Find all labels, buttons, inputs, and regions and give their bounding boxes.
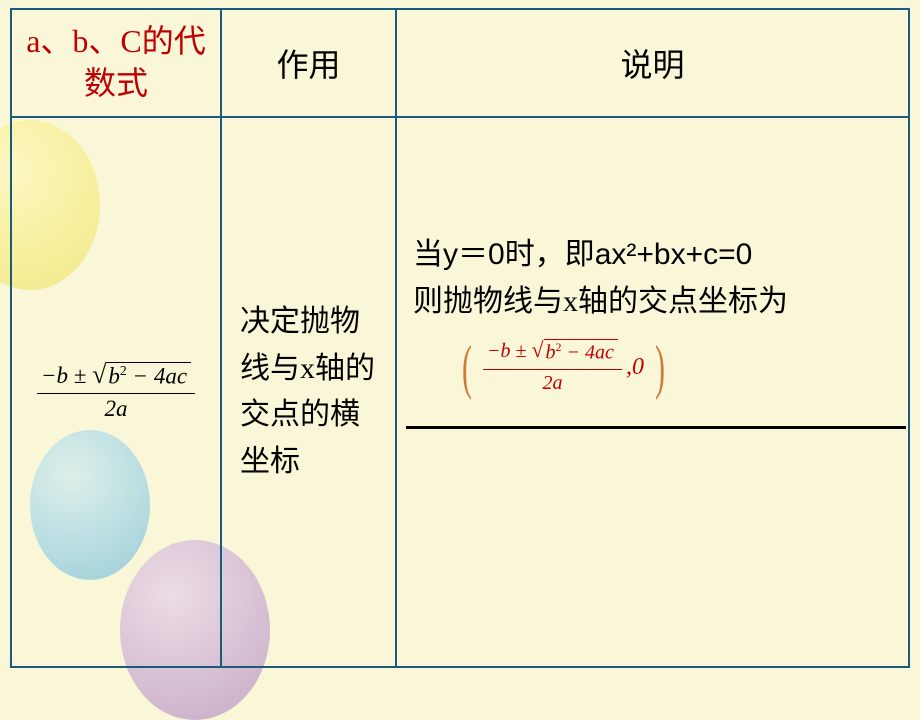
line1-y: y＝0 xyxy=(443,238,505,271)
explanation-line1: 当y＝0时，即ax²+bx+c=0 xyxy=(413,232,896,279)
cell-formula: −b ± √b2 − 4ac 2a xyxy=(11,117,221,667)
point-y-value: ,0 xyxy=(626,354,644,381)
line1-mid: 时，即 xyxy=(505,238,595,271)
header-col2: 作用 xyxy=(221,9,396,117)
point-x-formula: −b ± √b2 − 4ac 2a xyxy=(483,339,622,395)
cell-explanation: 当y＝0时，即ax²+bx+c=0 则抛物线与x轴的交点坐标为 ( −b ± √… xyxy=(396,117,909,667)
left-paren: ( xyxy=(462,337,472,397)
underline xyxy=(406,426,906,429)
body-row: −b ± √b2 − 4ac 2a 决定抛物线与x轴的交点的横坐标 当y＝0时，… xyxy=(11,117,909,667)
header-col1: a、b、C的代数式 xyxy=(11,9,221,117)
explanation-line2: 则抛物线与x轴的交点坐标为 xyxy=(413,279,896,326)
header-col3-text: 说明 xyxy=(620,47,684,83)
content-table: a、b、C的代数式 作用 说明 −b ± √b2 − 4ac 2a 决定抛物线与… xyxy=(10,8,910,668)
right-paren: ) xyxy=(655,337,665,397)
point-coordinate: ( −b ± √b2 − 4ac 2a ,0 ) xyxy=(457,337,896,397)
header-row: a、b、C的代数式 作用 说明 xyxy=(11,9,909,117)
header-col1-text: a、b、C的代数式 xyxy=(26,23,206,101)
line1-eq: ax²+bx+c=0 xyxy=(595,238,753,271)
header-col2-text: 作用 xyxy=(276,47,340,83)
quadratic-formula: −b ± √b2 − 4ac 2a xyxy=(37,362,195,423)
function-text: 决定抛物线与x轴的交点的横坐标 xyxy=(240,305,375,478)
header-col3: 说明 xyxy=(396,9,909,117)
content-table-wrap: a、b、C的代数式 作用 说明 −b ± √b2 − 4ac 2a 决定抛物线与… xyxy=(10,8,910,668)
cell-function: 决定抛物线与x轴的交点的横坐标 xyxy=(221,117,396,667)
line1-prefix: 当 xyxy=(413,238,443,271)
